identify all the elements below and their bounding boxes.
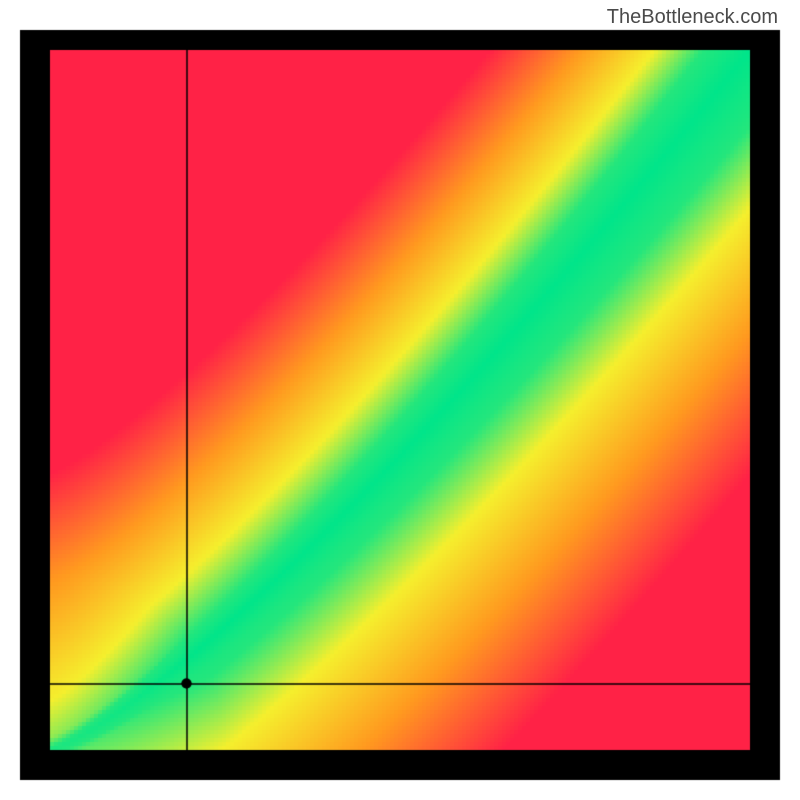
heatmap-canvas	[0, 0, 800, 800]
bottleneck-heatmap-chart: TheBottleneck.com	[0, 0, 800, 800]
watermark-text: TheBottleneck.com	[607, 6, 778, 29]
